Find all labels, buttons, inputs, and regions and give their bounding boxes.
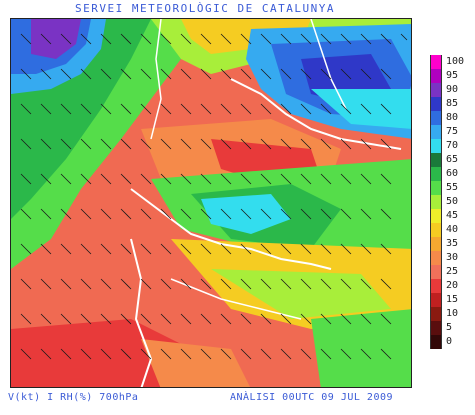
legend-swatch bbox=[430, 335, 442, 349]
legend-item: 55 bbox=[430, 181, 475, 195]
wind-barbs bbox=[20, 33, 408, 360]
legend-item: 40 bbox=[430, 223, 475, 237]
legend-label: 45 bbox=[446, 210, 459, 221]
legend-swatch bbox=[430, 321, 442, 335]
legend-item: 90 bbox=[430, 83, 475, 97]
legend-item: 60 bbox=[430, 167, 475, 181]
legend-swatch bbox=[430, 209, 442, 223]
legend-label: 0 bbox=[446, 336, 453, 347]
legend-item: 35 bbox=[430, 237, 475, 251]
legend-item: 5 bbox=[430, 321, 475, 335]
legend-label: 95 bbox=[446, 70, 459, 81]
legend-swatch bbox=[430, 97, 442, 111]
legend-swatch bbox=[430, 69, 442, 83]
legend-label: 55 bbox=[446, 182, 459, 193]
legend-item: 0 bbox=[430, 335, 475, 349]
legend-label: 60 bbox=[446, 168, 459, 179]
legend-item: 75 bbox=[430, 125, 475, 139]
legend-label: 15 bbox=[446, 294, 459, 305]
legend-label: 5 bbox=[446, 322, 453, 333]
legend-label: 50 bbox=[446, 196, 459, 207]
legend-label: 10 bbox=[446, 308, 459, 319]
legend-item: 65 bbox=[430, 153, 475, 167]
legend-label: 40 bbox=[446, 224, 459, 235]
legend-item: 20 bbox=[430, 279, 475, 293]
humidity-wind-field bbox=[11, 19, 411, 387]
legend-swatch bbox=[430, 195, 442, 209]
legend-swatch bbox=[430, 265, 442, 279]
legend-label: 70 bbox=[446, 140, 459, 151]
legend-swatch bbox=[430, 139, 442, 153]
legend-swatch bbox=[430, 111, 442, 125]
weather-map bbox=[10, 18, 412, 388]
legend-label: 35 bbox=[446, 238, 459, 249]
legend-item: 80 bbox=[430, 111, 475, 125]
legend-swatch bbox=[430, 293, 442, 307]
legend-label: 100 bbox=[446, 56, 465, 67]
legend-item: 70 bbox=[430, 139, 475, 153]
legend-label: 65 bbox=[446, 154, 459, 165]
legend-label: 85 bbox=[446, 98, 459, 109]
legend-item: 15 bbox=[430, 293, 475, 307]
legend-swatch bbox=[430, 181, 442, 195]
legend-label: 90 bbox=[446, 84, 459, 95]
legend-item: 10 bbox=[430, 307, 475, 321]
legend-swatch bbox=[430, 125, 442, 139]
legend-swatch bbox=[430, 223, 442, 237]
analysis-time-label: ANÀLISI 00UTC 09 JUL 2009 bbox=[230, 392, 394, 403]
legend-swatch bbox=[430, 251, 442, 265]
legend-swatch bbox=[430, 55, 442, 69]
legend-item: 95 bbox=[430, 69, 475, 83]
legend-label: 20 bbox=[446, 280, 459, 291]
legend-swatch bbox=[430, 279, 442, 293]
map-title: SERVEI METEOROLÒGIC DE CATALUNYA bbox=[75, 2, 335, 15]
legend-swatch bbox=[430, 153, 442, 167]
legend-item: 45 bbox=[430, 209, 475, 223]
legend-swatch bbox=[430, 237, 442, 251]
legend-label: 75 bbox=[446, 126, 459, 137]
variables-label: V(kt) I RH(%) 700hPa bbox=[8, 392, 139, 403]
legend-item: 50 bbox=[430, 195, 475, 209]
legend-item: 25 bbox=[430, 265, 475, 279]
legend-swatch bbox=[430, 167, 442, 181]
legend-swatch bbox=[430, 307, 442, 321]
legend-swatch bbox=[430, 83, 442, 97]
legend-label: 25 bbox=[446, 266, 459, 277]
legend-item: 30 bbox=[430, 251, 475, 265]
legend-label: 30 bbox=[446, 252, 459, 263]
legend-item: 100 bbox=[430, 55, 475, 69]
legend-label: 80 bbox=[446, 112, 459, 123]
legend-item: 85 bbox=[430, 97, 475, 111]
